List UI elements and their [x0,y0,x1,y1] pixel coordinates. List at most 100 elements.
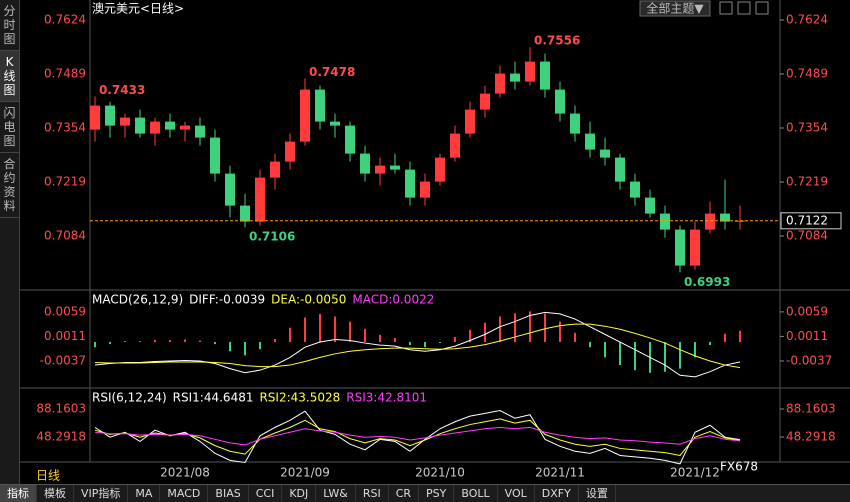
candle-body [135,117,145,134]
macd-bar [274,338,276,343]
toolbar-button[interactable]: BIAS [208,485,249,502]
toolbar-button[interactable]: DXFY [535,485,579,502]
macd-bar [499,316,501,343]
candle-body [420,181,430,198]
macd-bar [589,342,591,348]
macd-bar [94,342,96,348]
macd-bar [409,342,411,346]
last-price-box [780,212,842,230]
candle-body [645,197,655,214]
y-tick-label: -0.0037 [786,353,832,367]
candle-body [345,125,355,154]
candle-body [375,165,385,174]
toolbar-button[interactable]: CR [389,485,420,502]
toolbar-button[interactable]: CCI [249,485,283,502]
macd-bar [394,337,396,343]
y-tick-label: 0.7219 [786,175,828,189]
legend-entry: DEA:-0.0050 [271,293,346,307]
y-tick-label: 0.7219 [44,175,86,189]
macd-bar [694,342,696,358]
macd-bar [139,341,141,343]
x-tick-label: 2021/10 [415,466,465,480]
macd-bar [184,339,186,343]
y-tick-label: 0.7354 [786,121,828,135]
candle-body [315,89,325,122]
toolbar-button[interactable]: VIP指标 [74,485,129,502]
window-button[interactable] [737,1,751,15]
legend-entry: MACD(26,12,9) [92,293,183,307]
legend-entry: RSI2:43.5028 [259,391,340,405]
toolbar-button[interactable]: MACD [160,485,209,502]
indicator-line [94,409,741,465]
candle-body [450,133,460,158]
candle-body [540,61,550,90]
y-tick-label: -0.0037 [40,353,86,367]
toolbar-button[interactable]: 设置 [579,485,616,502]
candle-body [195,125,205,138]
macd-bar [559,321,561,343]
toolbar-button[interactable]: 指标 [0,485,37,502]
candle-body [165,121,175,130]
theme-button-label[interactable]: 全部主题▼ [646,1,704,16]
candle-body [720,213,730,222]
candle-body [675,229,685,266]
macd-bar [679,342,681,369]
macd-bar [124,341,126,343]
candle-body [480,93,490,110]
x-tick-label: 2021/12 [670,466,720,480]
macd-bar [349,321,351,343]
macd-bar [364,328,366,343]
tab[interactable]: 闪电图 [0,102,19,153]
toolbar-button[interactable]: BOLL [454,485,498,502]
y-tick-label: 48.2918 [36,429,86,443]
tab[interactable]: K线图 [0,51,19,102]
tab[interactable]: 分时图 [0,0,19,51]
y-tick-label: 0.0011 [786,329,828,343]
x-tick-label: 2021/11 [535,466,585,480]
legend-entry: DIFF:-0.0039 [189,293,265,307]
theme-button[interactable] [639,0,711,17]
candle-body [690,229,700,266]
toolbar-button[interactable]: KDJ [282,485,317,502]
macd-bar [379,334,381,343]
macd-bar [334,316,336,343]
legend-entry: RSI(6,12,24) [92,391,167,405]
indicator-line [94,323,741,369]
y-tick-label: 0.0011 [44,329,86,343]
toolbar-button[interactable]: LW& [316,485,356,502]
period-label[interactable]: 日线 [36,469,60,483]
y-tick-label: 0.7084 [44,229,86,243]
x-tick-label: 2021/08 [160,466,210,480]
macd-bar [439,342,441,344]
window-button[interactable] [755,1,769,15]
toolbar-button[interactable]: MA [128,485,161,502]
macd-bar [289,327,291,343]
candle-body [705,213,715,230]
y-tick-label: 88.1603 [786,401,836,415]
chart: 澳元美元<日线> 全部主题▼ 日线 FX678 0.7624 0.7624 0.74… [20,0,850,483]
tab[interactable]: 合约资料 [0,153,19,218]
candle-body [150,121,160,134]
indicator-line [94,426,741,446]
macd-bar [619,342,621,366]
candle-body [255,177,265,222]
toolbar-button[interactable]: 模板 [37,485,74,502]
candle-body [660,213,670,230]
y-tick-label: 88.1603 [36,401,86,415]
macd-bar [709,342,711,346]
candle-body [225,173,235,206]
window-button[interactable] [719,1,733,15]
candle-body [390,165,400,170]
candle-body [300,89,310,142]
candle-body [120,117,130,126]
indicator-line [94,418,741,457]
toolbar-button[interactable]: VOL [498,485,535,502]
candle-body [465,109,475,134]
candle-body [285,141,295,162]
toolbar-button[interactable]: RSI [356,485,389,502]
candle-body [525,61,535,82]
low-label: 0.7106 [249,230,295,244]
y-tick-label: 0.0059 [786,304,828,318]
toolbar-button[interactable]: PSY [419,485,455,502]
legend-entry: RSI1:44.6481 [173,391,254,405]
